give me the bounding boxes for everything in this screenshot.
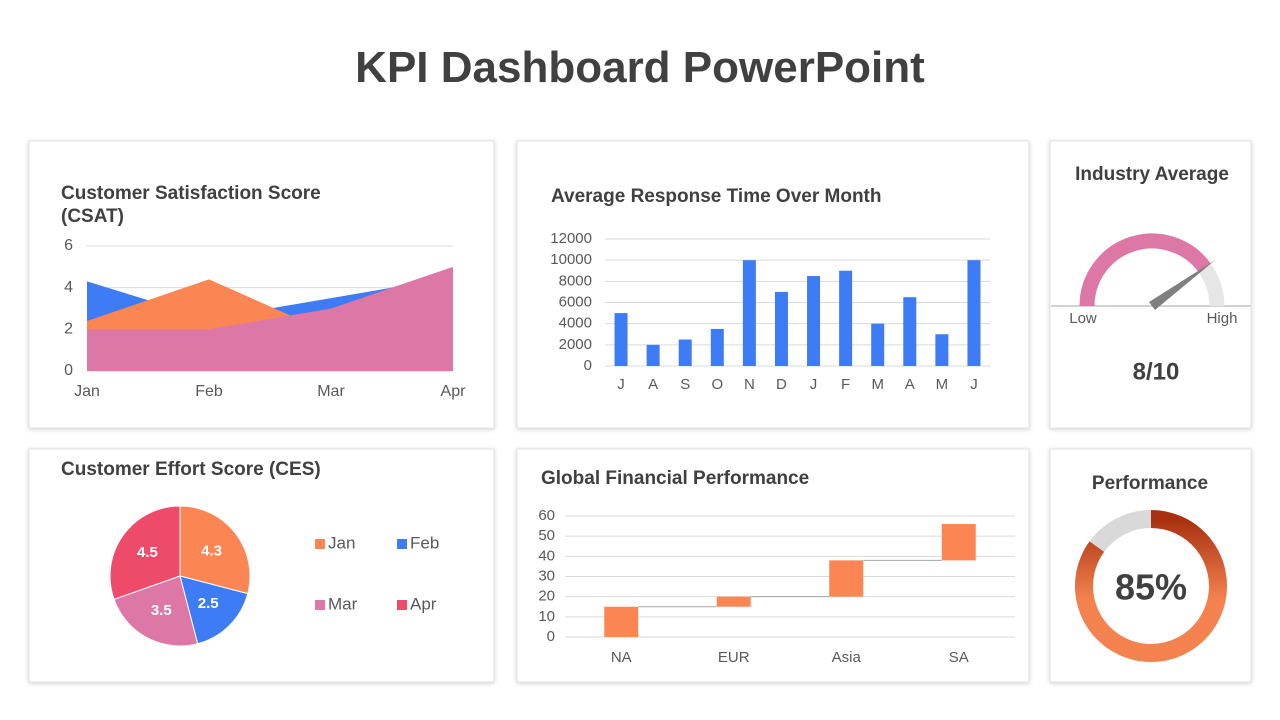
legend-swatch (315, 539, 325, 549)
y-tick-label: 2 (64, 321, 73, 338)
pie-slice (179, 505, 251, 595)
pie-slice (179, 575, 249, 645)
data-label: 2.5 (198, 595, 219, 612)
y-tick-label: 50 (538, 527, 555, 544)
gauge-value (1079, 233, 1211, 307)
y-tick-label: 6000 (559, 293, 592, 310)
gauge-needle (1149, 260, 1216, 311)
y-tick-label: 30 (538, 567, 555, 584)
chart-title: Performance (1091, 473, 1209, 494)
panel (516, 140, 1030, 429)
bar (829, 560, 864, 597)
y-tick-label: 10 (538, 608, 555, 625)
x-tick-label: M (936, 376, 949, 393)
y-tick-label: 0 (584, 357, 592, 374)
y-tick-label: 10000 (550, 251, 592, 268)
y-tick-label: 12000 (550, 230, 592, 247)
data-label: 4.3 (201, 543, 222, 560)
chart-title: Customer Effort Score (CES) (61, 459, 321, 480)
x-tick-label: F (841, 376, 850, 393)
page-title: KPI Dashboard PowerPoint (355, 43, 925, 92)
bar (604, 606, 639, 637)
y-tick-label: 0 (64, 362, 73, 379)
x-tick-label: Mar (317, 383, 345, 400)
data-label: 4.5 (137, 544, 158, 561)
x-tick-label: N (744, 376, 755, 393)
chart-title: Customer Satisfaction Score (CSAT) (61, 183, 321, 227)
y-tick-label: 40 (538, 547, 555, 564)
bar (903, 297, 917, 366)
donut-value (1075, 510, 1227, 662)
bar (710, 328, 724, 366)
y-tick-label: 20 (538, 588, 555, 605)
bar (742, 260, 756, 366)
legend-label: Feb (410, 533, 439, 552)
x-tick-label: D (776, 376, 787, 393)
x-tick-label: J (810, 376, 818, 393)
x-tick-label: M (871, 376, 884, 393)
bar (807, 276, 821, 366)
y-tick-label: 4000 (559, 315, 592, 332)
legend-label: Apr (410, 594, 437, 613)
bar (871, 323, 885, 366)
chart-title: Industry Average (1075, 164, 1229, 185)
bar (941, 524, 976, 561)
x-tick-label: SA (949, 649, 969, 666)
bar (839, 270, 853, 366)
x-tick-label: EUR (718, 649, 750, 666)
legend-swatch (315, 600, 325, 610)
bar (967, 260, 981, 366)
y-tick-label: 6 (64, 237, 73, 254)
data-label: 3.5 (151, 602, 172, 619)
legend-label: Jan (328, 533, 355, 552)
bar (614, 313, 628, 366)
bar (646, 344, 660, 366)
x-tick-label: Feb (195, 383, 223, 400)
x-tick-label: O (711, 376, 723, 393)
x-tick-label: NA (611, 649, 632, 666)
x-tick-label: A (905, 376, 915, 393)
legend-swatch (397, 600, 407, 610)
y-tick-label: 2000 (559, 336, 592, 353)
x-tick-label: S (680, 376, 690, 393)
x-tick-label: J (970, 376, 978, 393)
pie-slice (109, 505, 181, 600)
bar (716, 596, 751, 607)
pie-slice (113, 575, 199, 647)
chart-title: Average Response Time Over Month (551, 186, 882, 207)
x-tick-label: Apr (441, 383, 467, 400)
donut-value-label: 85% (1115, 567, 1187, 608)
y-tick-label: 0 (547, 628, 555, 645)
area (87, 266, 453, 371)
y-tick-label: 60 (538, 507, 555, 524)
gauge-max-label: High (1207, 310, 1238, 327)
bar (678, 339, 692, 366)
chart-title: Global Financial Performance (541, 468, 810, 489)
gauge-value-label: 8/10 (1133, 358, 1180, 385)
panel (28, 448, 495, 683)
x-tick-label: A (648, 376, 658, 393)
y-tick-label: 4 (64, 279, 73, 296)
x-tick-label: Asia (832, 649, 862, 666)
bar (774, 291, 788, 366)
legend-swatch (397, 539, 407, 549)
gauge-min-label: Low (1069, 310, 1097, 327)
x-tick-label: Jan (74, 383, 100, 400)
y-tick-label: 8000 (559, 272, 592, 289)
legend-label: Mar (328, 594, 358, 613)
bar (935, 334, 949, 366)
x-tick-label: J (617, 376, 625, 393)
panel (516, 448, 1030, 683)
